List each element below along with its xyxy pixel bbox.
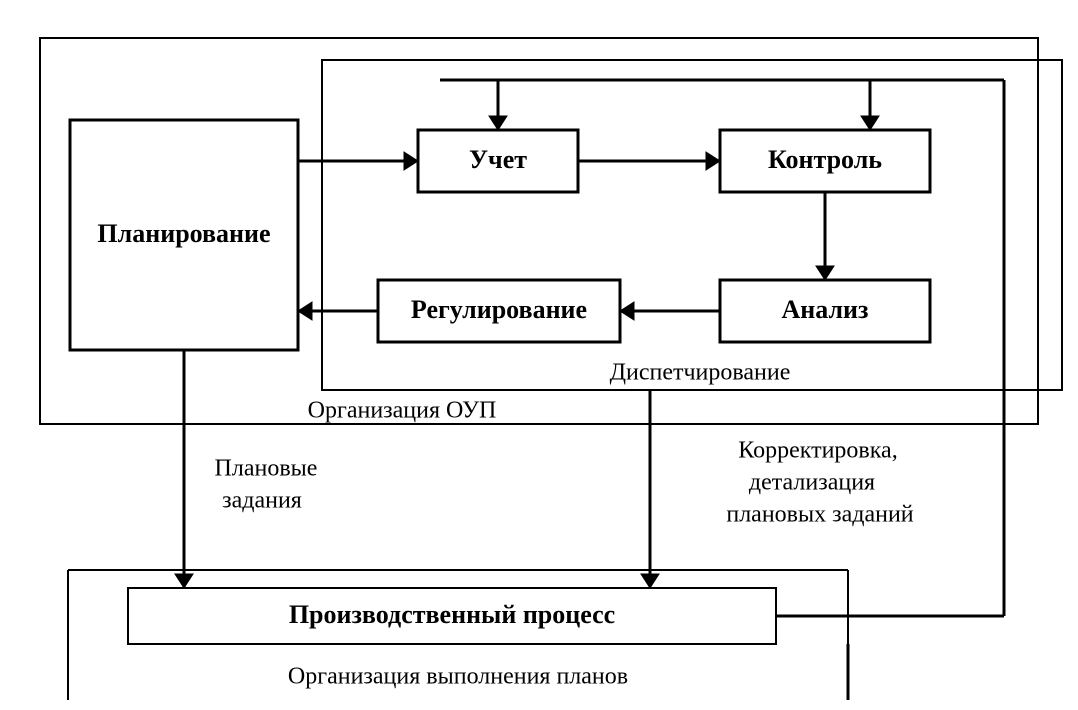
arrowhead-icon [175, 574, 193, 588]
caption-corr_l1: Корректировка, [738, 438, 897, 464]
node-accounting: Учет [418, 130, 578, 192]
edge-control-to-analysis [816, 192, 834, 280]
node-regulation: Регулирование [378, 280, 620, 342]
node-planning-label: Планирование [97, 219, 270, 248]
caption-plan_l1: Плановые [215, 456, 318, 482]
arrowhead-icon [861, 116, 879, 130]
edge-feedback-drop-to-control [861, 80, 879, 130]
arrowhead-icon [404, 152, 418, 170]
node-planning: Планирование [70, 120, 298, 350]
caption-plan_l2: задания [222, 488, 302, 514]
caption-corr_l3: плановых заданий [726, 502, 913, 528]
arrowhead-icon [489, 116, 507, 130]
edge-analysis-to-regulation [620, 302, 720, 320]
node-control-label: Контроль [768, 145, 882, 174]
flowchart-canvas: Планирование Учет Контроль Анализ Регулирова… [0, 0, 1078, 710]
arrowhead-icon [816, 266, 834, 280]
node-accounting-label: Учет [469, 145, 527, 174]
caption-corr_l2: детализация [749, 470, 875, 496]
arrowhead-icon [298, 302, 312, 320]
edge-planning-to-accounting [298, 152, 418, 170]
caption-dispatch: Диспетчирование [610, 360, 791, 386]
edge-regulation-to-planning [298, 302, 378, 320]
node-control: Контроль [720, 130, 930, 192]
edge-dispatch-down-to-process [641, 390, 659, 588]
node-analysis-label: Анализ [781, 295, 868, 324]
node-analysis: Анализ [720, 280, 930, 342]
edge-accounting-to-control [578, 152, 720, 170]
arrowhead-icon [620, 302, 634, 320]
node-process: Производственный процесс [128, 588, 776, 644]
node-process-label: Производственный процесс [289, 600, 615, 629]
arrowhead-icon [641, 574, 659, 588]
edge-feedback-drop-to-accounting [489, 80, 507, 130]
caption-org_oup: Организация ОУП [308, 398, 497, 424]
arrowhead-icon [706, 152, 720, 170]
node-regulation-label: Регулирование [411, 295, 587, 324]
edge-planning-down-to-process [175, 350, 193, 588]
caption-org_plan: Организация выполнения планов [288, 664, 628, 690]
